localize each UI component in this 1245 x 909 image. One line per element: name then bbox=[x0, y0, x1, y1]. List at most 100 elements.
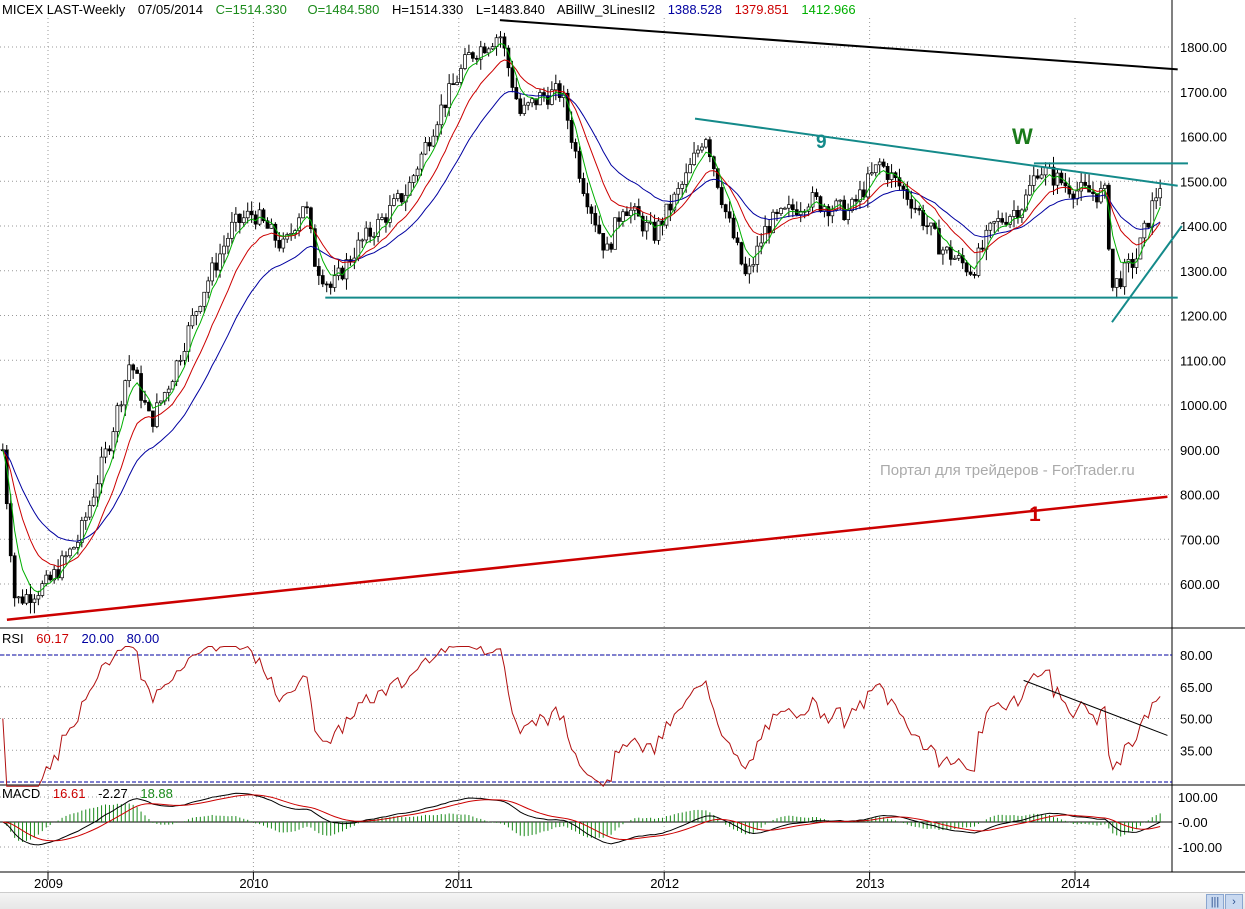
macd-legend: MACD 16.61 -2.27 18.88 bbox=[2, 786, 182, 801]
price-candle bbox=[324, 283, 329, 286]
symbol-label: MICEX LAST-Weekly bbox=[2, 2, 126, 17]
price-candle bbox=[158, 400, 163, 404]
price-candle bbox=[467, 52, 471, 56]
x-tick-label: 2011 bbox=[445, 876, 473, 891]
price-candle bbox=[127, 364, 132, 381]
price-candle bbox=[490, 46, 495, 50]
price-candle bbox=[1095, 193, 1099, 203]
price-candle bbox=[652, 221, 657, 241]
price-candle bbox=[423, 142, 428, 155]
price-candle bbox=[48, 574, 53, 581]
price-candle bbox=[866, 173, 870, 198]
price-candle bbox=[996, 218, 1001, 222]
price-candle bbox=[1063, 182, 1068, 187]
price-candle bbox=[316, 266, 321, 276]
price-candle bbox=[664, 203, 669, 226]
price-candle bbox=[52, 569, 57, 581]
price-candle bbox=[708, 139, 712, 158]
moving-average-green bbox=[2, 42, 1161, 593]
price-candle bbox=[443, 104, 448, 109]
price-candle bbox=[91, 496, 96, 506]
price-candle bbox=[115, 405, 120, 433]
price-candle bbox=[850, 198, 854, 212]
price-candle bbox=[775, 211, 779, 214]
price-candle bbox=[783, 207, 787, 210]
price-candle bbox=[700, 146, 704, 151]
price-candle bbox=[214, 262, 218, 271]
price-candle bbox=[676, 188, 681, 195]
price-candle bbox=[747, 265, 752, 275]
price-candle bbox=[992, 221, 997, 224]
rsi-tick-label: 35.00 bbox=[1180, 743, 1213, 758]
green-line-value: 1412.966 bbox=[801, 2, 856, 17]
price-candle bbox=[131, 364, 136, 371]
price-candle bbox=[87, 505, 92, 518]
price-candle bbox=[415, 168, 420, 177]
scroll-right-button[interactable]: › bbox=[1225, 894, 1243, 909]
price-candle bbox=[143, 400, 147, 403]
y-tick-label: 1400.00 bbox=[1180, 219, 1227, 234]
price-candle bbox=[1114, 278, 1119, 288]
price-candle bbox=[190, 315, 195, 327]
price-candle bbox=[763, 226, 768, 244]
price-candle bbox=[668, 203, 673, 211]
y-tick-label: 800.00 bbox=[1180, 488, 1220, 503]
price-candle bbox=[1142, 222, 1147, 239]
price-candle bbox=[881, 161, 886, 167]
macd-tick-label: -0.00 bbox=[1178, 815, 1208, 830]
price-candle bbox=[648, 221, 653, 224]
price-candle bbox=[901, 185, 906, 190]
price-candle bbox=[613, 217, 617, 250]
price-candle bbox=[684, 172, 689, 185]
price-candle bbox=[309, 207, 313, 230]
price-candle bbox=[498, 36, 503, 39]
rsi-value: 60.17 bbox=[36, 631, 69, 646]
price-candle bbox=[1138, 237, 1143, 260]
price-candle bbox=[269, 223, 274, 229]
price-candle bbox=[952, 257, 957, 260]
price-candle bbox=[573, 142, 578, 152]
price-candle bbox=[605, 243, 610, 251]
trendline-top-resistance bbox=[499, 19, 1178, 71]
price-candle bbox=[320, 275, 325, 285]
low-value: L=1483.840 bbox=[475, 2, 545, 17]
price-candle bbox=[1134, 258, 1139, 268]
wave-1-label: 1 bbox=[1029, 503, 1041, 526]
price-candle bbox=[980, 247, 985, 250]
price-candle bbox=[869, 172, 874, 175]
price-candle bbox=[431, 135, 436, 147]
price-candle bbox=[636, 206, 641, 217]
price-candle bbox=[478, 46, 483, 60]
price-candle bbox=[530, 98, 534, 104]
price-candle bbox=[877, 161, 882, 166]
price-candle bbox=[455, 82, 459, 86]
price-candle bbox=[32, 598, 37, 603]
price-candle bbox=[810, 192, 815, 208]
price-candle bbox=[411, 175, 416, 183]
price-candle bbox=[99, 456, 104, 485]
chart-header: MICEX LAST-Weekly 07/05/2014 C=1514.330 … bbox=[2, 2, 865, 17]
price-candle bbox=[277, 239, 282, 249]
scroll-thumb[interactable]: ||| bbox=[1206, 894, 1224, 909]
price-candle bbox=[625, 211, 629, 217]
moving-average-blue bbox=[2, 90, 1161, 542]
price-candle bbox=[1027, 185, 1032, 196]
price-candle bbox=[64, 555, 68, 558]
price-candle bbox=[589, 206, 594, 214]
price-candle bbox=[447, 83, 452, 109]
horizontal-scrollbar[interactable]: ||| › bbox=[0, 892, 1245, 909]
price-candle bbox=[8, 503, 13, 557]
price-candle bbox=[384, 217, 388, 223]
price-candle bbox=[771, 211, 775, 234]
price-candle bbox=[376, 219, 380, 237]
price-candle bbox=[925, 225, 929, 228]
y-tick-label: 1500.00 bbox=[1180, 174, 1227, 189]
price-candle bbox=[723, 204, 728, 213]
price-candle bbox=[368, 227, 373, 237]
macd-signal-value: 18.88 bbox=[140, 786, 173, 801]
price-candle bbox=[956, 255, 961, 259]
price-candle bbox=[119, 404, 124, 407]
price-candle bbox=[44, 574, 49, 584]
price-candle bbox=[1083, 181, 1087, 186]
